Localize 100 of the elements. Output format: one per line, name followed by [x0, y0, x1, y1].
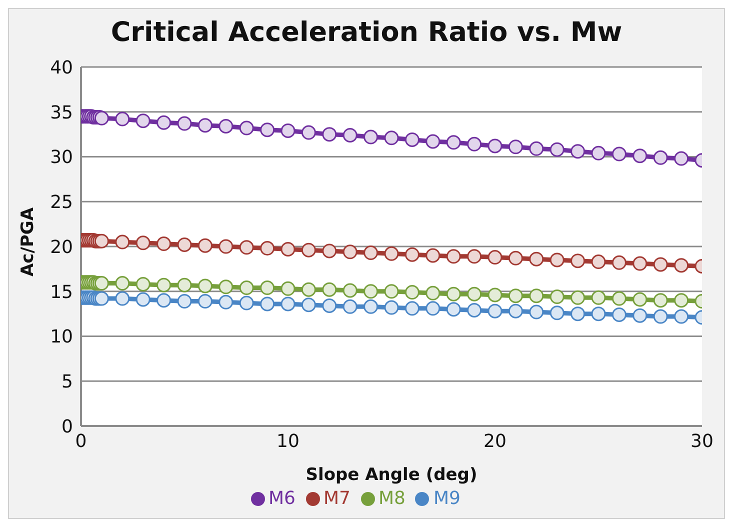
point: [591, 290, 606, 305]
point: [612, 307, 626, 322]
point: [404, 247, 420, 262]
point: [115, 276, 130, 291]
point: [653, 257, 668, 272]
point: [198, 278, 212, 294]
y-tick-label: 30: [50, 147, 73, 168]
x-tick-label: 10: [276, 430, 300, 452]
point: [446, 302, 461, 317]
point: [218, 118, 234, 134]
point: [156, 115, 172, 130]
point: [239, 120, 254, 136]
point: [301, 298, 316, 312]
point: [115, 291, 130, 306]
point: [570, 290, 586, 305]
point: [612, 255, 626, 270]
point: [550, 306, 564, 320]
point: [364, 299, 378, 314]
point: [653, 309, 668, 324]
point: [488, 250, 502, 265]
point: [488, 138, 502, 154]
x-tick-label: 20: [484, 430, 506, 452]
point: [136, 114, 150, 128]
point: [426, 286, 440, 300]
point: [632, 292, 648, 307]
point: [280, 296, 296, 312]
point: [198, 118, 212, 133]
point: [342, 128, 358, 142]
point: [529, 288, 544, 304]
x-tick-label: 30: [690, 430, 714, 452]
point: [612, 291, 626, 306]
chart-title: Critical Acceleration Ratio vs. Mw: [110, 16, 624, 50]
point: [508, 250, 523, 266]
point: [156, 293, 172, 308]
point: [674, 293, 689, 308]
point: [446, 135, 461, 150]
point: [446, 249, 461, 264]
point: [591, 254, 606, 270]
y-tick-label: 0: [62, 416, 73, 438]
point: [591, 306, 606, 322]
point: [198, 294, 212, 308]
point: [653, 293, 668, 308]
legend-label: M8: [378, 488, 406, 509]
point: [342, 244, 358, 260]
y-axis-title: Ac/PGA: [18, 206, 38, 276]
point: [488, 304, 502, 318]
legend-label: M9: [433, 488, 460, 509]
point: [136, 276, 150, 292]
x-axis-title: Slope Angle (deg): [306, 465, 478, 485]
point: [384, 300, 399, 315]
point: [218, 280, 234, 294]
point: [322, 244, 337, 258]
point: [301, 242, 316, 258]
point: [280, 281, 296, 296]
point: [218, 294, 234, 310]
point: [674, 309, 689, 324]
point: [260, 241, 275, 256]
point: [508, 288, 523, 304]
point: [177, 294, 192, 308]
point: [239, 240, 254, 255]
point: [404, 301, 420, 316]
point: [384, 130, 399, 146]
point: [115, 234, 130, 250]
point: [136, 236, 150, 250]
point: [322, 282, 337, 297]
y-tick-label: 40: [50, 57, 73, 78]
y-tick-label: 20: [50, 236, 73, 258]
point: [239, 296, 254, 310]
legend-label: M6: [268, 488, 296, 509]
point: [446, 286, 461, 302]
point: [550, 142, 564, 157]
point: [384, 284, 399, 299]
point: [364, 246, 378, 260]
point: [301, 125, 316, 140]
point: [426, 134, 440, 149]
point: [115, 112, 130, 126]
point: [280, 242, 296, 256]
point: [260, 280, 275, 296]
point: [260, 122, 275, 138]
point: [404, 285, 420, 300]
point: [591, 146, 606, 160]
point: [364, 130, 378, 144]
point: [467, 136, 482, 152]
point: [239, 280, 254, 296]
point: [674, 258, 689, 273]
point: [404, 132, 420, 147]
point: [177, 278, 192, 292]
point: [550, 252, 564, 268]
point: [301, 282, 316, 297]
y-tick-label: 15: [50, 282, 73, 303]
point: [488, 288, 502, 302]
point: [136, 292, 150, 307]
point: [674, 151, 689, 166]
point: [177, 237, 192, 252]
point: [384, 246, 399, 261]
y-tick-label: 25: [50, 192, 73, 214]
point: [653, 150, 668, 165]
y-tick-label: 5: [62, 372, 73, 393]
point: [570, 254, 586, 268]
y-tick-label: 10: [50, 326, 73, 348]
